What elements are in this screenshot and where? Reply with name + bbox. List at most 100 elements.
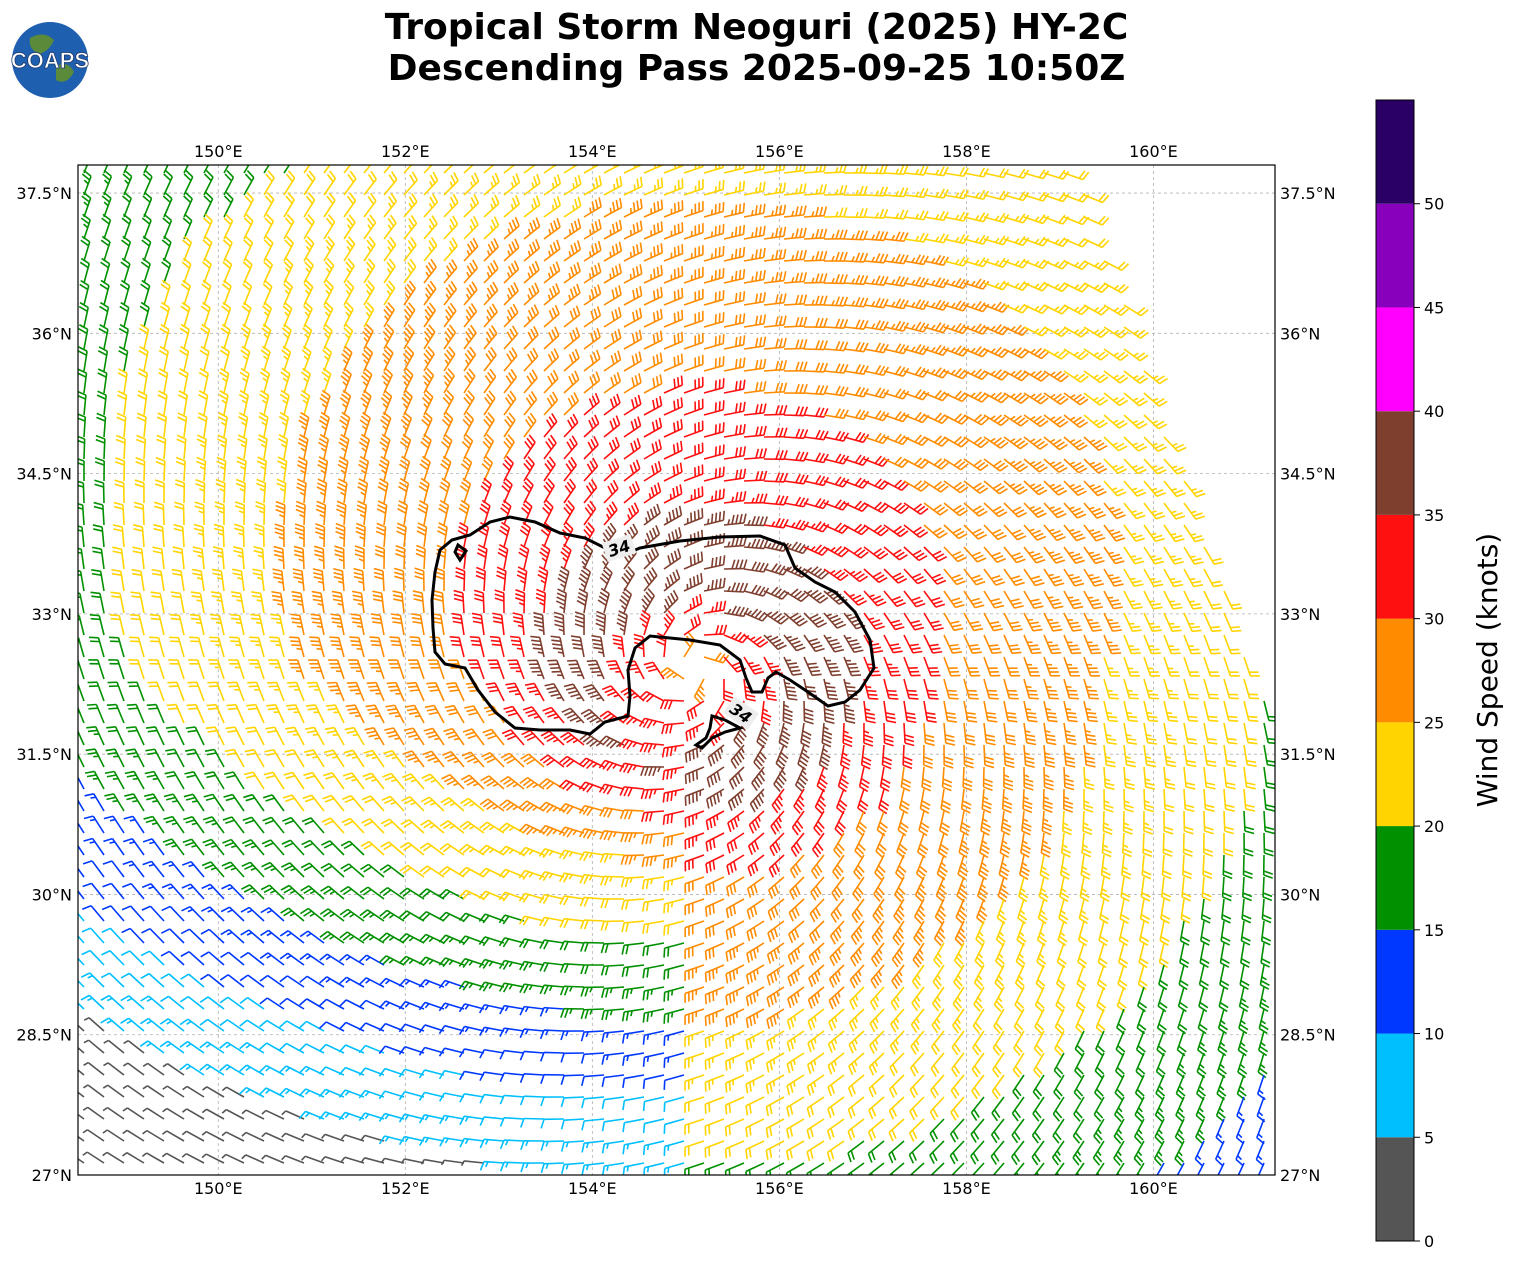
wind-barb <box>623 373 642 394</box>
colorbar-segment <box>1376 203 1414 308</box>
wind-barb <box>218 389 229 416</box>
wind-barb <box>281 345 292 372</box>
wind-barb <box>723 180 746 196</box>
wind-barb <box>823 430 850 442</box>
wind-barb <box>78 368 88 394</box>
wind-barb <box>338 433 350 460</box>
wind-barb <box>142 169 153 196</box>
wind-barb <box>240 345 251 372</box>
wind-barb <box>543 348 560 372</box>
wind-barb <box>78 547 85 570</box>
wind-barb <box>359 411 371 438</box>
wind-barb <box>783 249 807 262</box>
wind-barb <box>763 182 787 196</box>
wind-barb <box>743 403 767 416</box>
wind-barb <box>503 238 520 262</box>
wind-barb <box>1063 370 1089 383</box>
wind-barb <box>198 390 209 416</box>
wind-barb <box>203 191 214 218</box>
wind-barb <box>643 352 663 372</box>
wind-barb <box>118 346 129 372</box>
wind-barb <box>443 193 459 218</box>
wind-barb <box>1063 392 1089 406</box>
wind-barb <box>180 301 191 328</box>
wind-barb <box>703 444 725 460</box>
wind-barb <box>223 165 230 174</box>
wind-barb <box>1043 370 1069 383</box>
wind-barb <box>823 184 848 196</box>
wind-barb <box>963 368 990 381</box>
wind-barb <box>563 435 578 460</box>
wind-barb <box>162 191 173 218</box>
wind-barb <box>883 388 910 400</box>
wind-barb <box>243 213 254 240</box>
wind-barb <box>233 546 245 570</box>
wind-barb <box>141 235 152 262</box>
wind-barb <box>843 431 870 444</box>
wind-barb <box>363 280 375 306</box>
wind-barb <box>137 368 149 394</box>
wind-barb <box>463 237 479 262</box>
lon-tick-label: 156°E <box>755 142 804 161</box>
wind-barb <box>463 303 478 328</box>
wind-barb <box>683 508 704 526</box>
wind-barb <box>1003 458 1029 473</box>
wind-barb <box>1023 414 1049 428</box>
wind-barb <box>1043 348 1069 360</box>
wind-barb <box>278 411 290 438</box>
wind-barb <box>481 455 494 482</box>
wind-barb <box>403 236 417 262</box>
wind-barb <box>823 207 848 218</box>
wind-barb <box>823 274 848 285</box>
wind-barb <box>883 568 908 584</box>
wind-barb <box>583 414 600 438</box>
wind-barb <box>1063 436 1088 451</box>
wind-barb <box>483 325 498 350</box>
wind-barb <box>663 353 684 372</box>
wind-barb <box>137 390 148 416</box>
wind-barb <box>1183 502 1206 520</box>
wind-barb <box>323 301 334 328</box>
wind-barb <box>903 502 929 515</box>
wind-barb <box>460 455 473 482</box>
wind-barb <box>643 417 663 438</box>
wind-barb <box>1023 546 1046 564</box>
wind-barb <box>763 449 788 461</box>
wind-barb <box>863 432 890 445</box>
wind-barb <box>343 214 356 240</box>
wind-barb <box>1043 326 1070 338</box>
wind-barb <box>441 433 453 460</box>
wind-barb <box>403 214 418 240</box>
wind-barb <box>175 456 186 482</box>
lon-tick-label: 150°E <box>194 142 243 161</box>
wind-barb <box>603 176 623 196</box>
wind-barb <box>233 523 245 548</box>
wind-barb <box>323 236 335 262</box>
wind-barb <box>543 174 562 196</box>
wind-barb <box>783 316 808 328</box>
logo-text: COAPS <box>11 48 89 73</box>
wind-barb <box>803 452 829 464</box>
wind-barb <box>963 257 990 268</box>
wind-barb <box>323 279 334 306</box>
lat-tick-label: 34.5°N <box>1280 465 1336 484</box>
wind-barb <box>94 457 105 482</box>
wind-barb <box>1103 502 1126 520</box>
wind-barb <box>180 279 192 306</box>
wind-barb <box>115 434 126 460</box>
wind-barb <box>563 370 580 394</box>
wind-barb <box>883 298 909 310</box>
wind-barb <box>135 434 147 460</box>
wind-barb <box>241 301 252 328</box>
lat-tick-label: 27°N <box>32 1166 72 1185</box>
wind-barb <box>663 309 684 328</box>
wind-barb <box>1003 524 1027 541</box>
wind-barb <box>1043 480 1068 496</box>
wind-barb <box>1023 191 1050 202</box>
wind-barb <box>181 257 192 284</box>
wind-barb <box>95 434 106 460</box>
wind-barb <box>1143 436 1167 452</box>
colorbar-tick-label: 0 <box>1424 1232 1434 1251</box>
wind-barb <box>201 279 212 306</box>
wind-barb <box>583 371 601 394</box>
